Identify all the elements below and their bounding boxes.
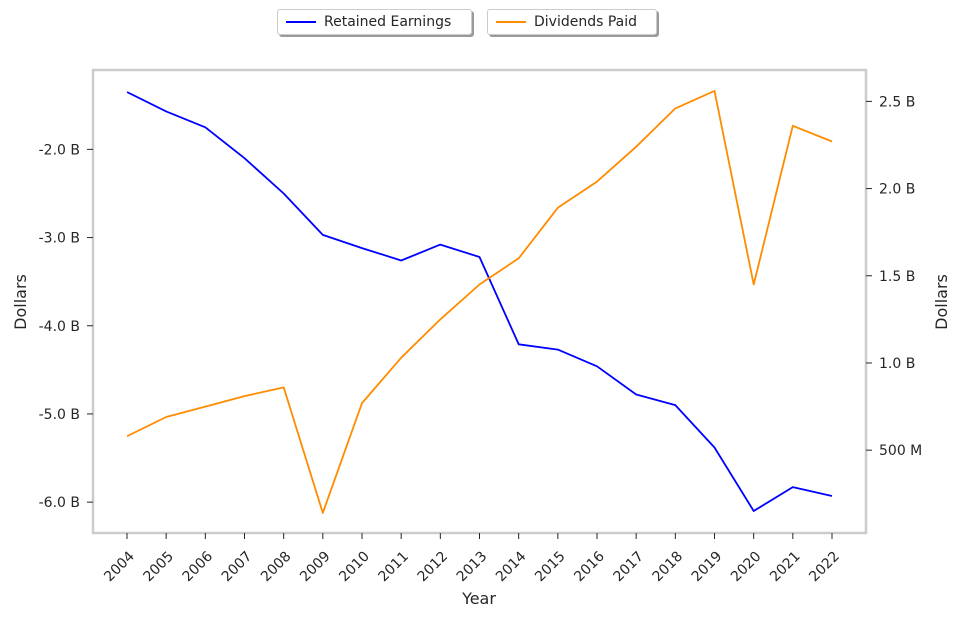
y-axis-label-left: Dollars (11, 274, 30, 330)
series-line-retained-earnings (126, 91, 833, 512)
x-axis-label: Year (461, 589, 496, 608)
legend-swatch-retained-earnings (286, 21, 316, 23)
x-tick-label: 2010 (336, 549, 373, 586)
legend-retained-earnings: Retained Earnings (277, 9, 472, 35)
y-right-tick-label: 2.5 B (879, 94, 915, 110)
y-right-tick-label: 1.0 B (879, 356, 915, 372)
y-left-tick-label: -2.0 B (39, 142, 80, 158)
legend-dividends-paid: Dividends Paid (487, 9, 657, 35)
y-axis-right: 500 M 1.0 B 1.5 B 2.0 B 2.5 B (866, 94, 922, 459)
x-tick-label: 2005 (140, 549, 177, 586)
x-tick-label: 2017 (610, 549, 647, 586)
x-tick-label: 2020 (728, 549, 765, 586)
y-right-tick-label: 500 M (879, 443, 922, 459)
y-left-tick-label: -4.0 B (39, 319, 80, 335)
x-tick-label: 2004 (101, 548, 138, 585)
y-axis-left: -2.0 B -3.0 B -4.0 B -5.0 B -6.0 B (39, 142, 93, 511)
series-lines (126, 90, 833, 514)
x-tick-label: 2011 (375, 549, 412, 586)
x-tick-label: 2008 (258, 549, 295, 586)
x-tick-label: 2019 (689, 549, 726, 586)
x-axis: 2004 2005 2006 2007 2008 2009 2010 2011 2012 2013… (101, 533, 843, 585)
y-right-tick-label: 1.5 B (879, 269, 915, 285)
x-tick-label: 2012 (415, 549, 452, 586)
y-right-tick-label: 2.0 B (879, 182, 915, 198)
y-left-tick-label: -3.0 B (39, 231, 80, 247)
y-left-tick-label: -6.0 B (39, 495, 80, 511)
x-tick-label: 2014 (493, 548, 530, 585)
x-tick-label: 2018 (650, 549, 687, 586)
x-tick-label: 2015 (532, 549, 569, 586)
legend-swatch-dividends-paid (496, 21, 526, 23)
legend-label-dividends-paid: Dividends Paid (534, 14, 638, 30)
x-tick-label: 2013 (454, 549, 491, 586)
x-tick-label: 2022 (806, 549, 843, 586)
y-left-tick-label: -5.0 B (39, 407, 80, 423)
x-tick-label: 2021 (767, 549, 804, 586)
x-tick-label: 2006 (180, 548, 217, 585)
x-tick-label: 2007 (219, 549, 256, 586)
y-axis-label-right: Dollars (932, 274, 951, 330)
series-line-dividends-paid (126, 90, 833, 514)
plot-frame (91, 68, 868, 535)
legend-label-retained-earnings: Retained Earnings (324, 14, 452, 30)
x-tick-label: 2016 (571, 548, 608, 585)
x-tick-label: 2009 (297, 549, 334, 586)
